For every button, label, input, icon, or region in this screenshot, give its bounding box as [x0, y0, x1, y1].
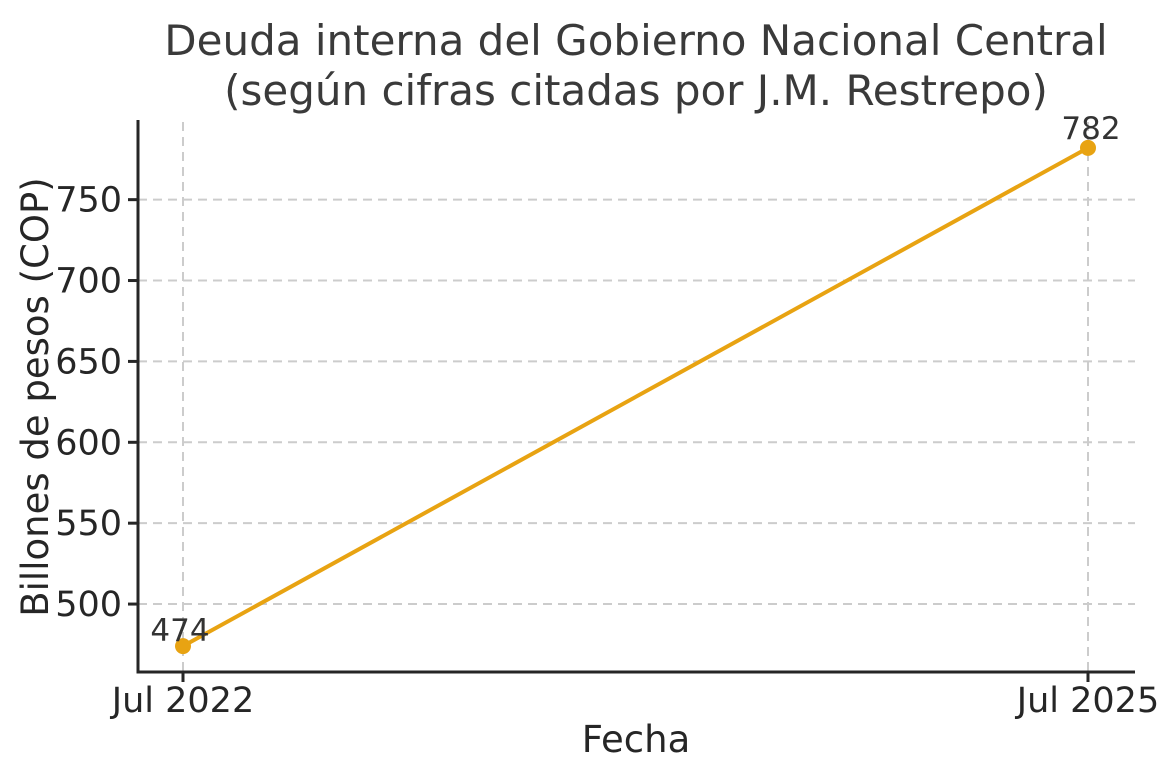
point-annotation-first: 474 [150, 613, 209, 649]
tick-labels-layer: 500 550 600 650 700 750 Jul 2022 Jul 2025 [55, 181, 1159, 721]
chart-title-line2: (según cifras citadas por J.M. Restrepo) [224, 66, 1048, 115]
x-tick-label: Jul 2025 [1015, 681, 1159, 721]
y-tick-label: 600 [55, 423, 122, 463]
gridlines-layer [138, 122, 1135, 672]
x-tick-label: Jul 2022 [110, 681, 254, 721]
data-line [181, 145, 1090, 649]
data-point-marker [175, 638, 191, 655]
data-point-marker [1080, 139, 1096, 156]
y-axis-label: Billones de pesos (COP) [14, 177, 57, 616]
y-tick-label: 500 [55, 585, 122, 625]
y-tick-label: 700 [55, 262, 122, 302]
y-tick-label: 550 [55, 504, 122, 544]
data-series-layer [175, 139, 1096, 655]
y-tick-label: 750 [55, 181, 122, 221]
tick-marks-layer [128, 198, 1090, 682]
y-tick-label: 650 [55, 342, 122, 382]
point-annotation-last: 782 [1061, 111, 1120, 147]
x-axis-label: Fecha [582, 718, 691, 761]
chart-title-line1: Deuda interna del Gobierno Nacional Cent… [164, 16, 1107, 65]
axes-spines [136, 120, 1135, 674]
